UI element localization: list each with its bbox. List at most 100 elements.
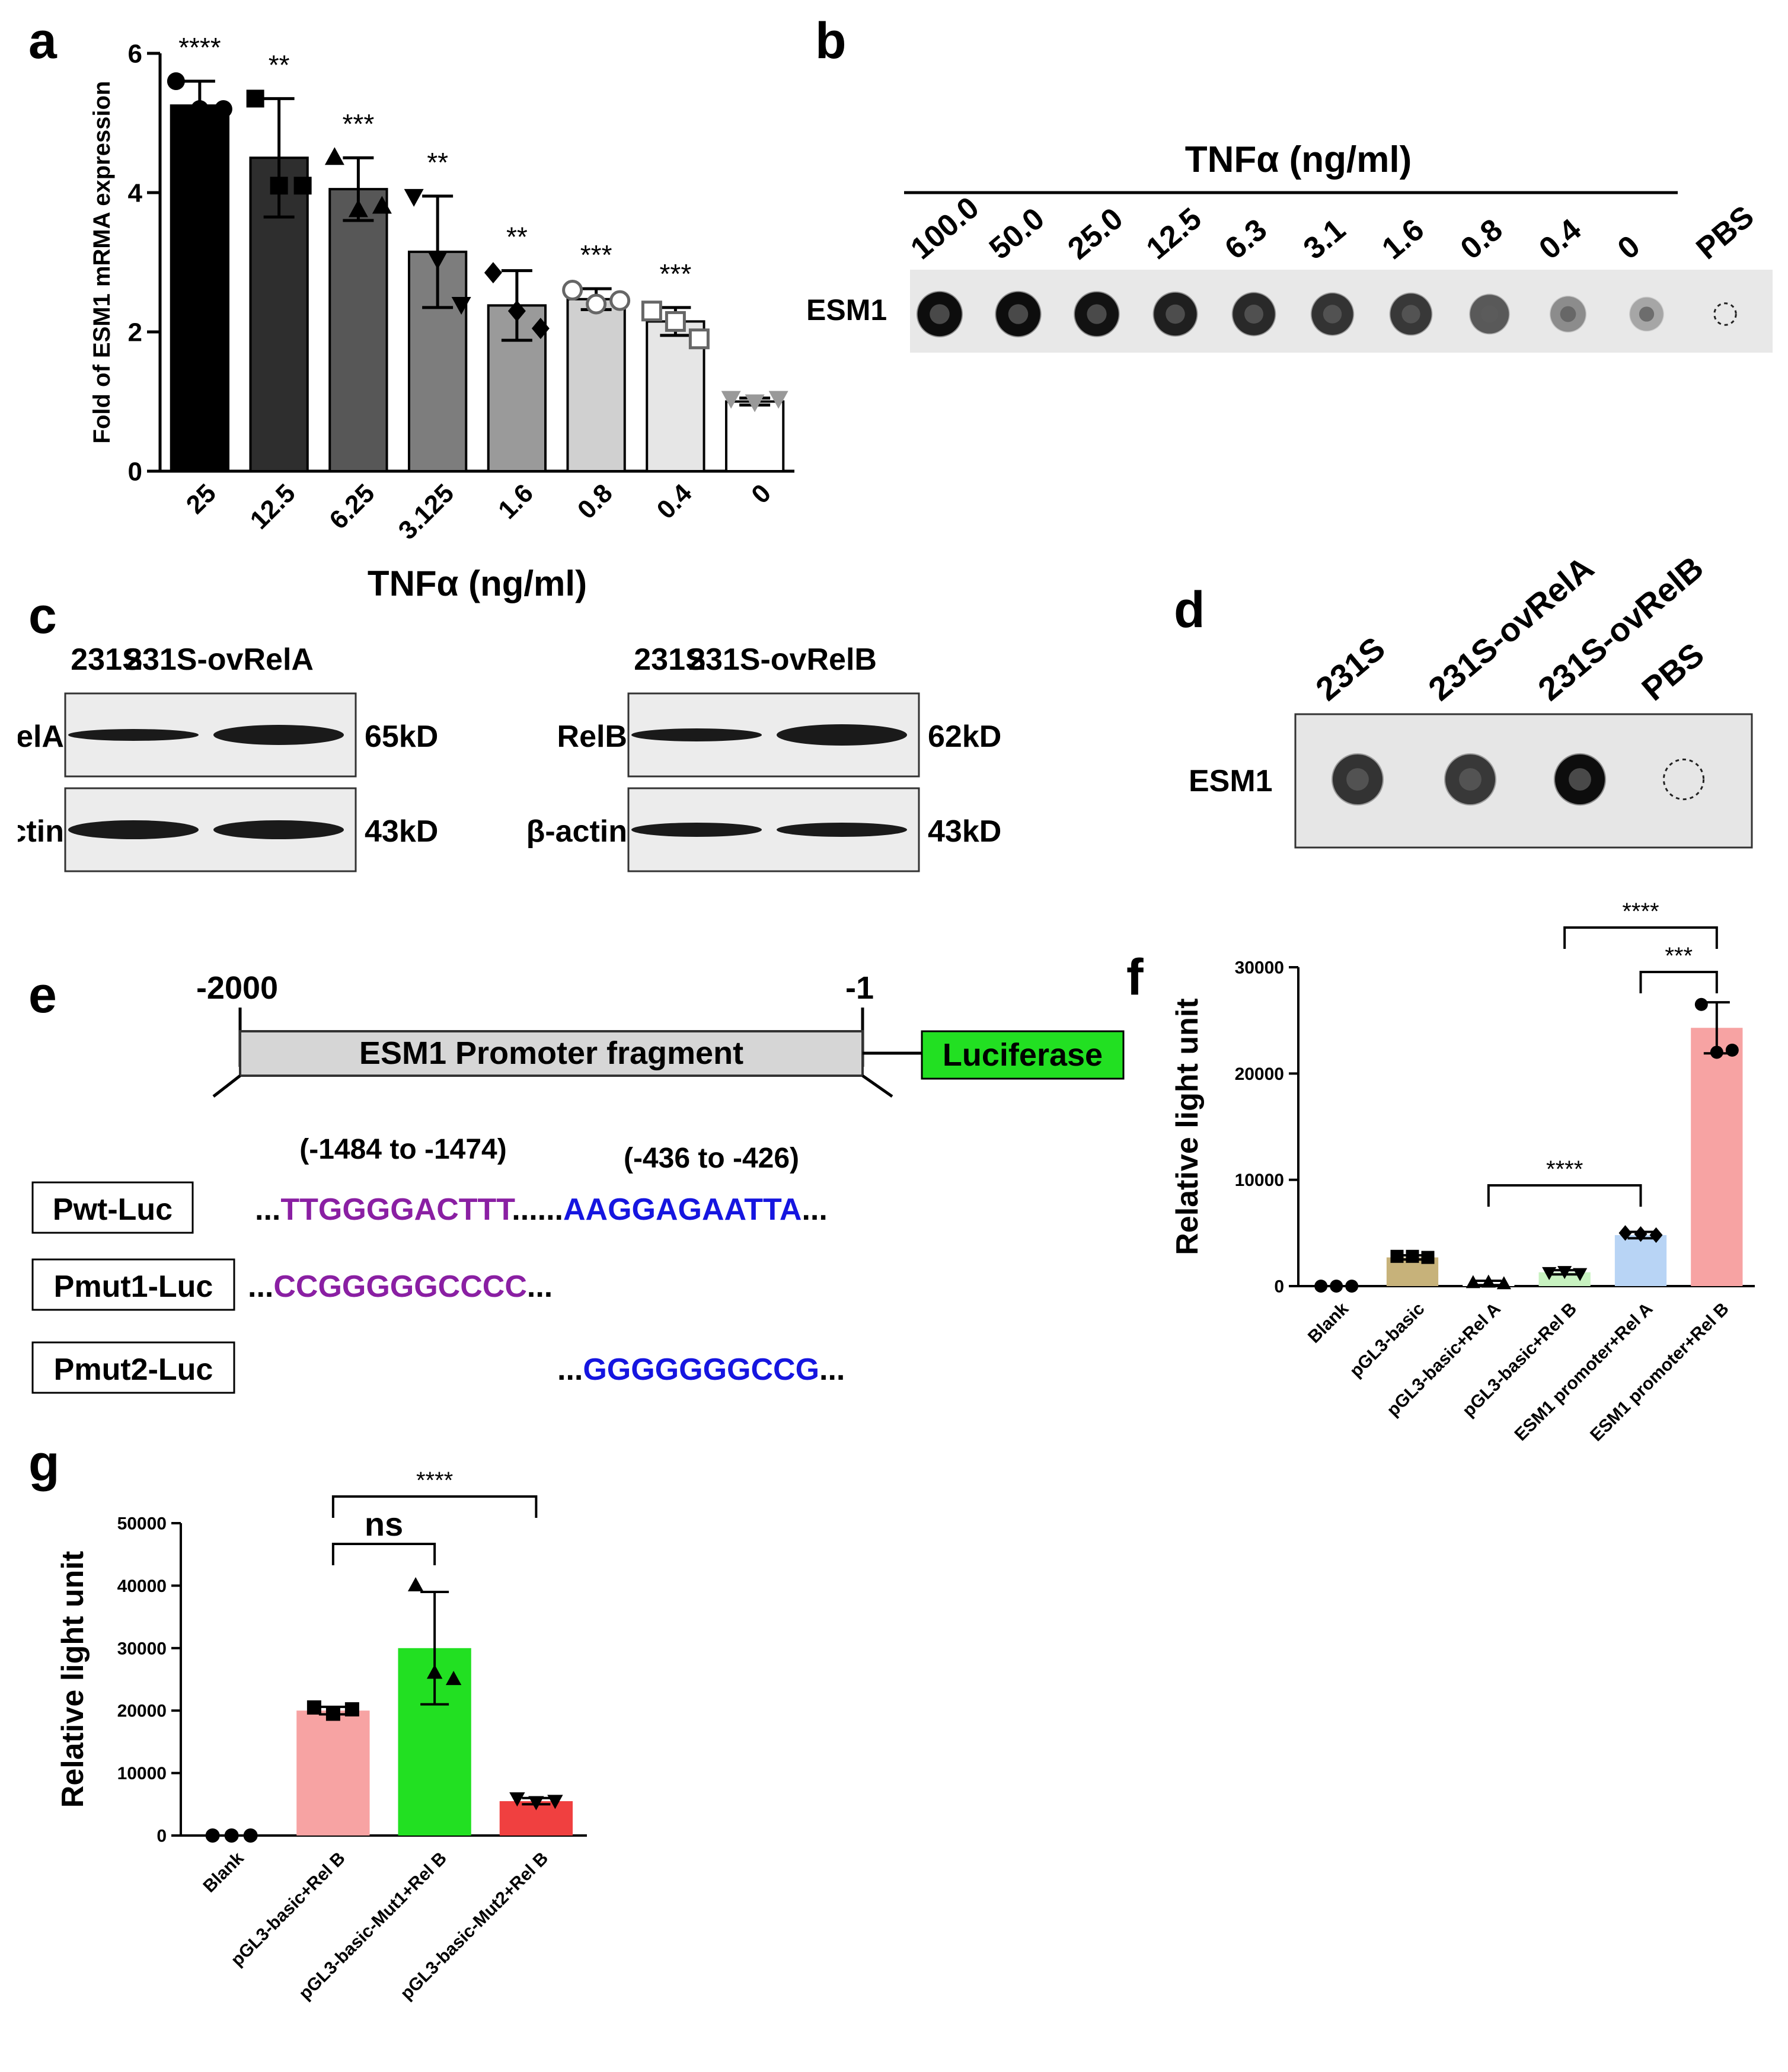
blot-row-label: RelA xyxy=(18,720,64,754)
data-point xyxy=(344,1702,359,1717)
data-point xyxy=(270,177,288,195)
blot-column-label: 231S xyxy=(71,642,142,677)
data-point xyxy=(1542,1267,1557,1280)
protein-band xyxy=(68,820,199,839)
significance-label: ** xyxy=(506,221,528,252)
y-tick-label: 10000 xyxy=(117,1764,167,1783)
blot-dot-center xyxy=(1401,305,1420,324)
protein-band xyxy=(213,725,344,745)
data-point xyxy=(407,1577,424,1591)
lane-label: PBS xyxy=(1634,635,1711,708)
data-point xyxy=(609,290,631,311)
blot-column-label: 231S-ovRelB xyxy=(688,642,877,677)
data-point xyxy=(1725,1043,1739,1057)
sequence-prefix: ... xyxy=(248,1270,273,1304)
bar xyxy=(407,250,468,472)
protein-band xyxy=(777,823,907,837)
blot-row-label: β-actin xyxy=(18,814,64,849)
data-point xyxy=(427,251,448,270)
blot-dot-center xyxy=(1323,305,1342,324)
lane-label: 25.0 xyxy=(1061,202,1129,266)
comparison-label: **** xyxy=(1546,1156,1583,1182)
y-tick-label: 6 xyxy=(128,39,142,68)
x-tick-label: ESM1 promoter+Rel A xyxy=(1511,1299,1657,1445)
dot-blot-b: TNFα (ng/ml) ESM1 100.050.0 25.0 12.5 6.3 3.1 1… xyxy=(806,139,1773,353)
data-point xyxy=(1649,1227,1663,1243)
sequence-prefix: ... xyxy=(557,1352,583,1387)
data-point xyxy=(641,300,662,322)
data-point xyxy=(293,177,312,195)
data-point xyxy=(531,318,550,340)
y-tick-label: 30000 xyxy=(117,1639,167,1658)
data-point xyxy=(1314,1280,1328,1293)
data-point xyxy=(306,1700,321,1715)
blot-row-label: β-actin xyxy=(526,814,627,849)
data-point xyxy=(509,1792,525,1807)
data-point xyxy=(1390,1249,1404,1263)
data-point xyxy=(688,328,710,350)
bar xyxy=(1691,1028,1743,1286)
y-tick-label: 40000 xyxy=(117,1577,167,1596)
data-point xyxy=(1481,1274,1496,1288)
blot-row-label: ESM1 xyxy=(806,293,887,327)
data-point xyxy=(484,262,502,284)
data-point xyxy=(1573,1268,1588,1281)
site2-range: (-436 to -426) xyxy=(624,1143,799,1174)
x-tick-label: pGL3-basic xyxy=(1346,1299,1429,1382)
blot-column-label: 231S xyxy=(634,642,705,677)
chart-g: 0 10000 20000 30000 40000 50000 Relative light… xyxy=(56,1467,587,2004)
lane-label: 0.4 xyxy=(1532,212,1588,266)
sequence-line: ...CCGGGGGCCCC... xyxy=(248,1270,553,1304)
x-tick-label: 3.125 xyxy=(393,478,460,545)
data-point xyxy=(1634,1226,1647,1242)
sequence-seq1: TTGGGGACTTT xyxy=(280,1192,515,1227)
panel-label-e: e xyxy=(28,967,57,1024)
blot-dot-center xyxy=(1569,768,1591,791)
data-point xyxy=(445,1671,462,1686)
y-tick-label: 0 xyxy=(128,457,142,486)
data-point xyxy=(451,297,471,315)
sequence-seq2: GGGGGGGCCG xyxy=(583,1352,819,1387)
data-point xyxy=(507,300,526,322)
blot-dot-center xyxy=(1008,304,1029,324)
y-tick-label: 50000 xyxy=(117,1514,167,1534)
significance-label: ** xyxy=(269,49,290,80)
blot-size-label: 62kD xyxy=(928,720,1001,754)
lane-label: 1.6 xyxy=(1375,212,1431,266)
data-point xyxy=(426,1664,443,1679)
data-point xyxy=(586,293,607,315)
lane-label: 100.0 xyxy=(904,190,985,266)
position-start: -2000 xyxy=(196,972,278,1006)
construct-name: Pmut1-Luc xyxy=(54,1270,213,1304)
protein-band xyxy=(213,820,344,839)
blot-column-label: 231S-ovRelA xyxy=(125,642,314,677)
data-point xyxy=(1496,1276,1511,1290)
x-tick-label: ESM1 promoter+Rel B xyxy=(1586,1299,1733,1446)
luciferase-label: Luciferase xyxy=(943,1037,1103,1073)
sequence-mid: ...... xyxy=(512,1192,563,1227)
sequence-line: ...GGGGGGGCCG... xyxy=(557,1352,845,1387)
blot-b-header: TNFα (ng/ml) xyxy=(1185,139,1412,180)
protein-band xyxy=(631,823,762,837)
data-point xyxy=(1345,1280,1359,1293)
panel-label-d: d xyxy=(1174,581,1205,638)
position-end: -1 xyxy=(845,972,874,1006)
panel-label-c: c xyxy=(28,587,57,644)
blot-dot-center xyxy=(1560,306,1576,322)
bar xyxy=(170,104,230,472)
data-point xyxy=(1710,1045,1723,1059)
significance-label: *** xyxy=(580,239,612,270)
comparison-bracket xyxy=(331,1543,436,1565)
blot-size-label: 43kD xyxy=(365,814,438,849)
sequence-line: ...TTGGGGACTTT......AAGGAGAATTA... xyxy=(255,1192,828,1227)
y-tick-label: 10000 xyxy=(1235,1171,1284,1190)
bar xyxy=(1614,1235,1667,1286)
blot-row-label: RelB xyxy=(557,720,627,754)
bar xyxy=(566,298,626,472)
chart-f: 0 10000 20000 30000 Relative light unit Blank… xyxy=(1170,898,1755,1446)
y-tick-label: 2 xyxy=(128,318,142,347)
data-point xyxy=(190,100,209,118)
data-point xyxy=(246,89,264,108)
construct-box xyxy=(31,1181,194,1234)
